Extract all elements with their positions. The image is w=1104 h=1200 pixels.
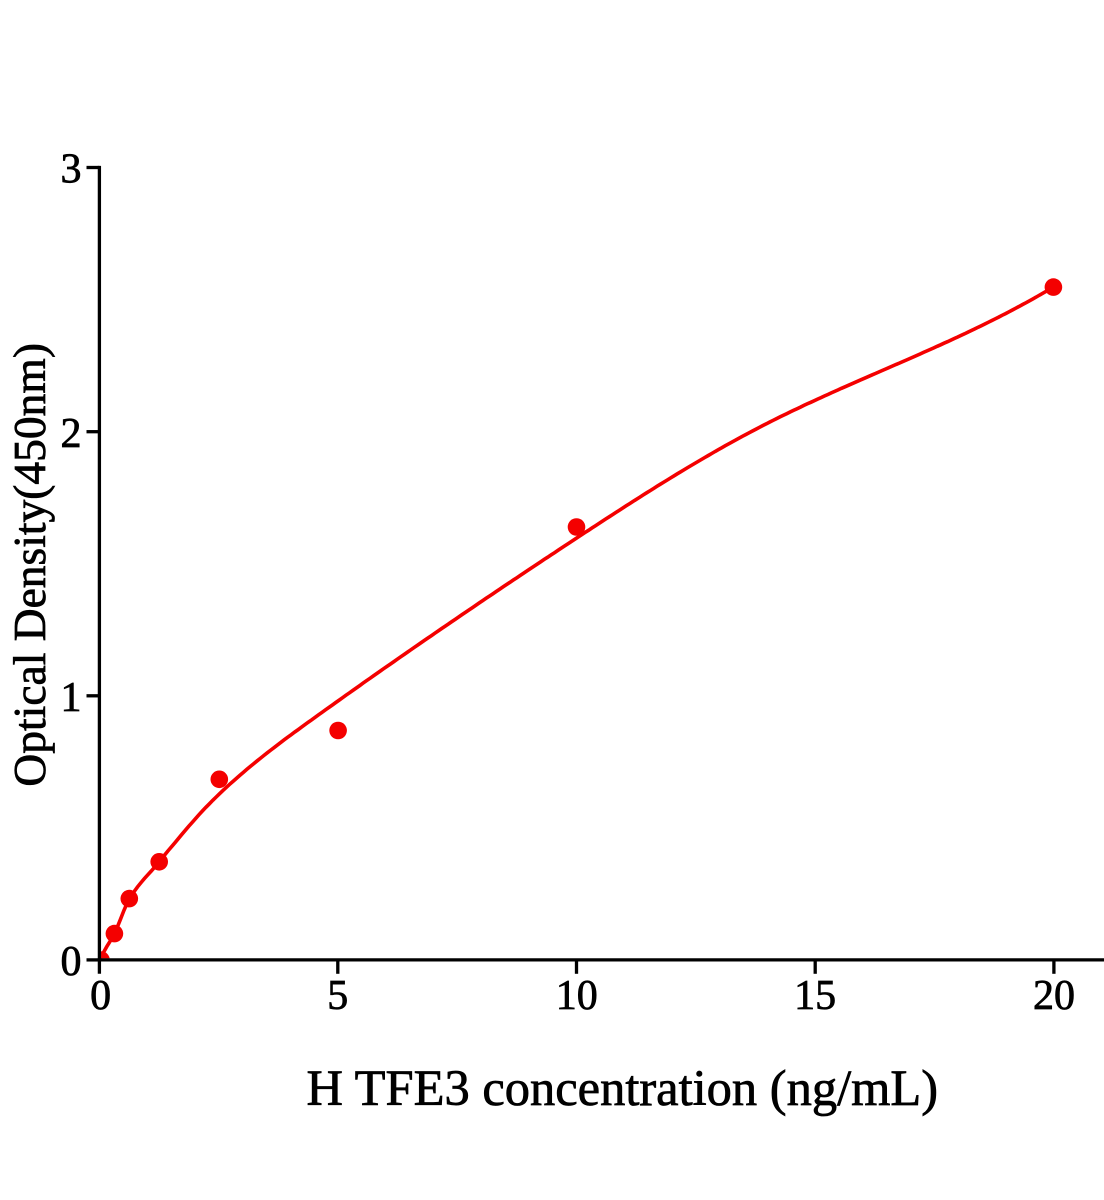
svg-text:20: 20	[1033, 973, 1075, 1019]
svg-text:0: 0	[61, 939, 82, 985]
svg-text:10: 10	[556, 973, 598, 1019]
svg-text:1: 1	[61, 675, 82, 721]
svg-text:H TFE3 concentration (ng/mL): H TFE3 concentration (ng/mL)	[307, 1060, 939, 1116]
svg-text:5: 5	[327, 973, 348, 1019]
svg-text:15: 15	[794, 973, 836, 1019]
svg-text:3: 3	[61, 147, 82, 193]
svg-text:2: 2	[61, 411, 82, 457]
svg-text:0: 0	[90, 973, 111, 1019]
svg-text:Optical Density(450nm): Optical Density(450nm)	[4, 343, 55, 787]
